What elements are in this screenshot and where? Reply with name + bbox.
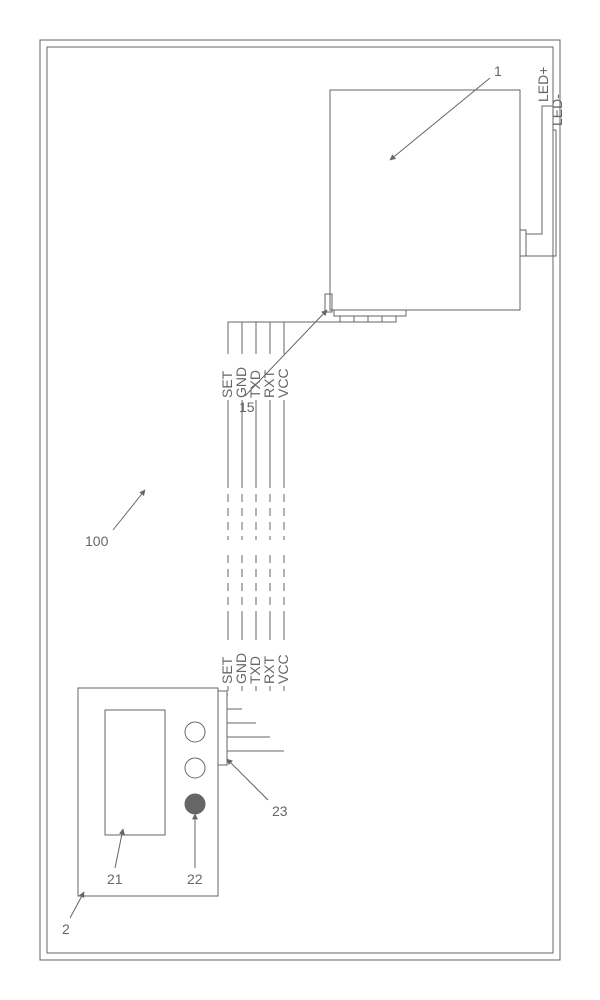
label-led-minus: LED- [549,94,565,126]
block-2-button-1 [185,758,205,778]
block-2-screen [105,710,165,835]
block-2-port [218,691,227,765]
wire-led-minus [526,130,556,256]
block-2 [78,688,218,896]
block-2-button-2 [185,794,205,814]
label-vcc-bot: VCC [275,654,291,684]
connector-15 [325,294,332,312]
label-vcc-top: VCC [275,368,291,398]
callout-100: 100 [85,533,109,549]
callout-22: 22 [187,871,203,887]
callout-1: 1 [494,63,502,79]
block-1 [330,90,520,310]
callout-2: 2 [62,921,70,937]
block-2-button-0 [185,722,205,742]
callout-23: 23 [272,803,288,819]
callout-15: 15 [239,399,255,415]
callout-21: 21 [107,871,123,887]
